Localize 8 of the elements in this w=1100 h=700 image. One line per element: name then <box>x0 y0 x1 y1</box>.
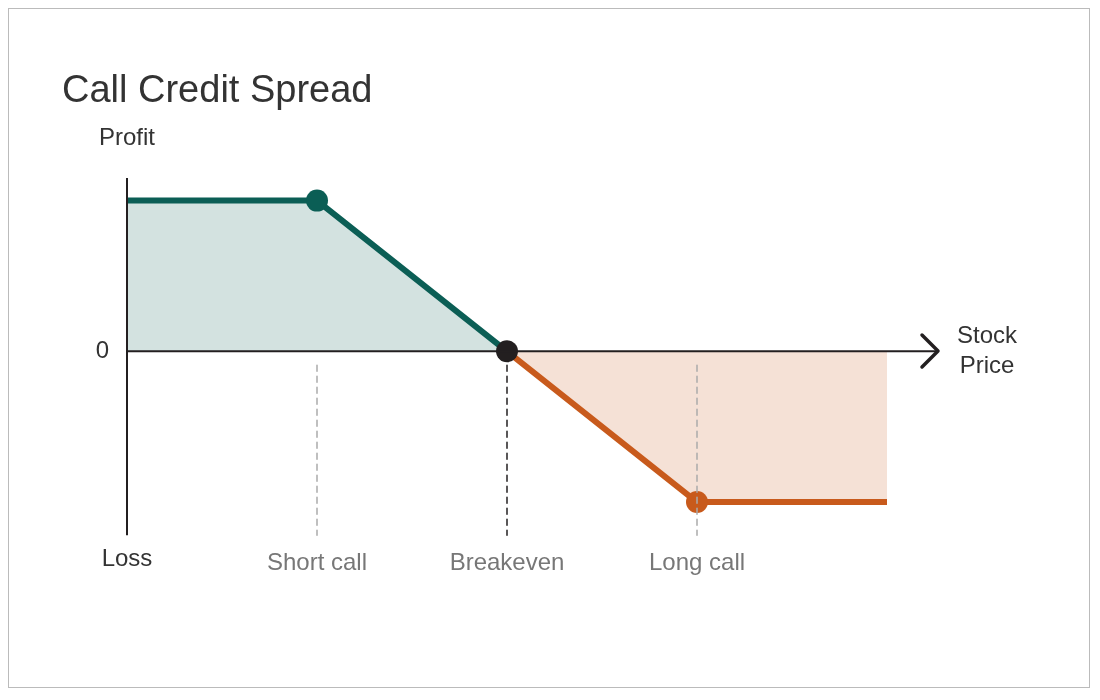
x-tick-label: Short call <box>266 548 368 576</box>
x-tick-label: Breakeven <box>449 548 565 576</box>
chart-title: Call Credit Spread <box>62 68 373 110</box>
text: Loss <box>101 543 153 571</box>
x-axis-title: Stock Price <box>956 320 1019 378</box>
ref-line-label: 0 <box>95 335 109 363</box>
x-tick-label: Long call <box>648 548 746 576</box>
text: Profit <box>98 122 156 150</box>
